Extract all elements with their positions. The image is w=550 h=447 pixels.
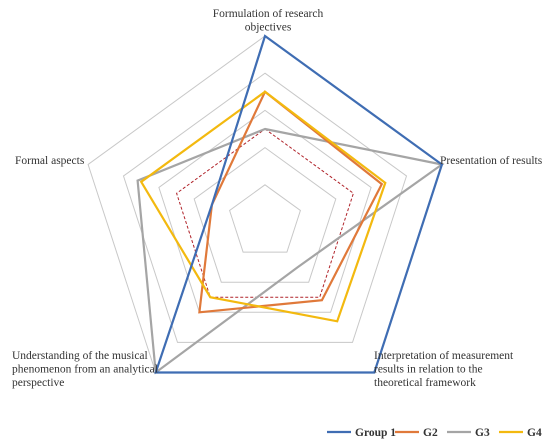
series-line-g3	[136, 127, 445, 375]
axis-label-line: theoretical framework	[374, 377, 476, 389]
radar-grid	[87, 35, 443, 373]
axis-label-line: perspective	[12, 377, 64, 389]
grid-ring-4	[122, 72, 408, 343]
axis-label-1: Formulation of research objectives	[213, 8, 324, 34]
axis-label-3: Interpretation of measurement results in …	[374, 350, 514, 389]
legend-label: Group 1	[355, 427, 396, 439]
grid-ring-3	[158, 109, 372, 313]
axis-label-line: Presentation of results	[440, 155, 543, 167]
axis-label-line: Formal aspects	[15, 155, 85, 167]
series-line-g2	[198, 90, 384, 314]
axis-label-line: Interpretation of measurement	[374, 350, 514, 362]
axis-label-5: Formal aspects	[15, 155, 85, 167]
axis-label-line: objectives	[245, 22, 292, 34]
grid-ring-2	[193, 146, 337, 283]
reference-line	[176, 128, 354, 298]
axis-labels: Formulation of research objectives Present…	[12, 8, 543, 389]
grid-ring-5	[87, 35, 443, 373]
series-lines	[136, 34, 445, 375]
legend-label: G3	[475, 427, 490, 439]
axis-label-2: Presentation of results	[440, 155, 543, 167]
legend-label: G2	[423, 427, 438, 439]
axis-label-line: Formulation of research	[213, 8, 324, 20]
legend-label: G4	[527, 427, 542, 439]
legend: Group 1 G2 G3 G4	[327, 427, 542, 439]
reference-pentagon	[176, 128, 354, 298]
series-line-g4	[139, 90, 387, 323]
grid-ring-1	[229, 184, 301, 253]
axis-label-line: Understanding of the musical	[12, 350, 148, 362]
series-line-group-1	[154, 34, 444, 374]
axis-label-line: phenomenon from an analytical	[12, 364, 158, 376]
axis-label-line: results in relation to the	[374, 364, 483, 376]
axis-label-4: Understanding of the musical phenomenon f…	[12, 350, 158, 389]
